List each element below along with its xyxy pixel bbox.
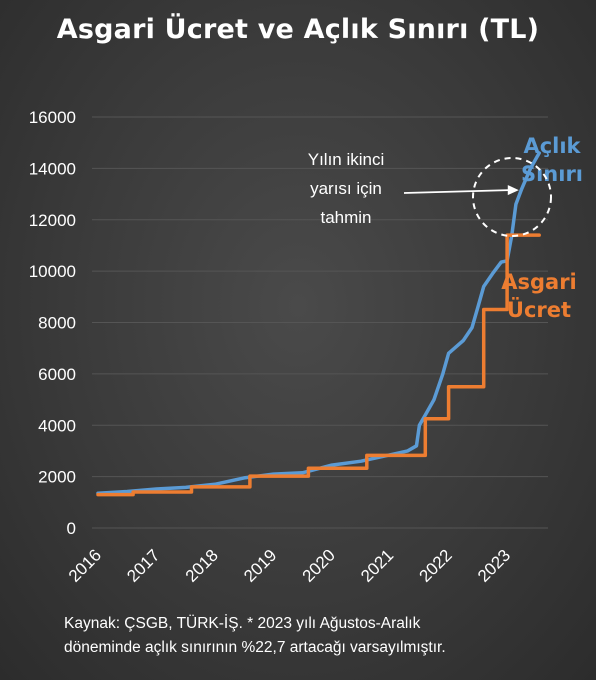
forecast-circle [472, 157, 552, 237]
x-tick-label: 2017 [123, 546, 163, 586]
x-tick-label: 2022 [416, 546, 456, 586]
annotation: Yılın ikinci yarısı için tahmin [308, 150, 552, 237]
source-note-line-1: Kaynak: ÇSGB, TÜRK-İŞ. * 2023 yılı Ağust… [64, 615, 421, 632]
x-tick-label: 2020 [299, 546, 339, 586]
x-tick-label: 2018 [182, 546, 222, 586]
annotation-text: Yılın ikinci [308, 150, 385, 169]
chart-title: Asgari Ücret ve Açlık Sınırı (TL) [56, 14, 540, 45]
y-tick-label: 12000 [29, 211, 76, 230]
asgari-ucret-label: Asgari [501, 270, 577, 294]
y-tick-label: 0 [67, 519, 76, 538]
y-tick-label: 10000 [29, 262, 76, 281]
grid-lines [92, 116, 548, 529]
aclik-siniri-label: Açlık [523, 134, 581, 158]
y-tick-label: 4000 [38, 416, 76, 435]
asgari-ucret-line [96, 233, 541, 497]
x-tick-label: 2021 [357, 546, 397, 586]
x-tick-label: 2019 [240, 546, 280, 586]
asgari-ucret-label: Ücret [507, 297, 571, 322]
series-labels: Açlık Sınırı Asgari Ücret [501, 134, 583, 322]
x-axis-ticks: 2016 2017 2018 2019 2020 2021 2022 2023 [65, 546, 514, 586]
annotation-arrow [403, 189, 511, 194]
x-tick-label: 2023 [474, 546, 514, 586]
x-tick-label: 2016 [65, 546, 105, 586]
annotation-text: yarısı için [310, 179, 382, 198]
annotation-text: tahmin [320, 208, 371, 227]
y-tick-label: 14000 [29, 159, 76, 178]
aclik-siniri-label: Sınırı [521, 162, 583, 186]
y-tick-label: 6000 [38, 365, 76, 384]
source-note: Kaynak: ÇSGB, TÜRK-İŞ. * 2023 yılı Ağust… [64, 612, 564, 660]
y-tick-label: 8000 [38, 314, 76, 333]
series-lines [96, 151, 541, 497]
annotation-arrowhead [507, 185, 519, 196]
y-tick-label: 16000 [29, 108, 76, 127]
y-axis-ticks: 0 2000 4000 6000 8000 10000 12000 14000 16000 [29, 108, 76, 538]
y-tick-label: 2000 [38, 468, 76, 487]
source-note-line-2: döneminde açlık sınırının %22,7 artacağı… [64, 639, 446, 656]
